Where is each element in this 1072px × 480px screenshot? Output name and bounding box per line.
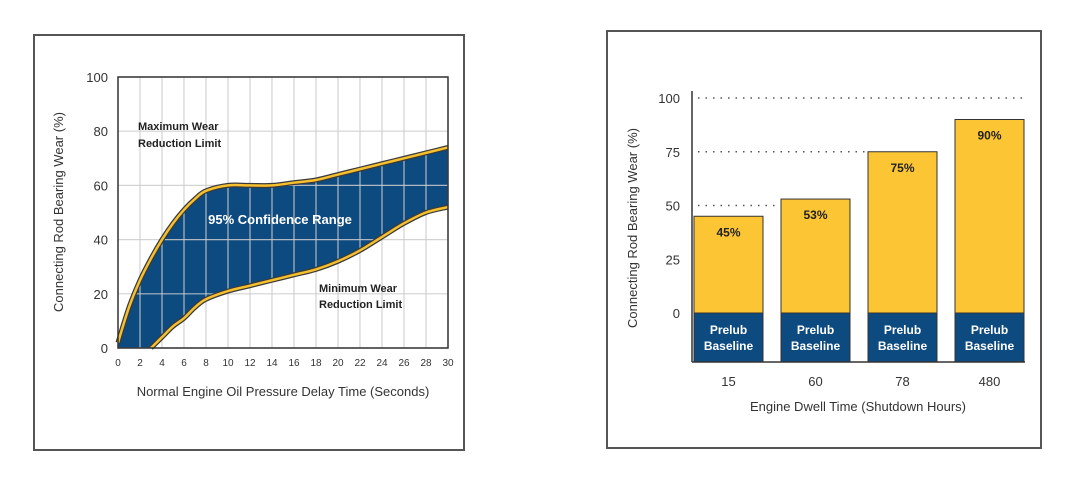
baseline-label-line2: Baseline [704, 339, 754, 353]
bar-group: 53% Prelub Baseline [780, 198, 851, 363]
bar-group: 45% Prelub Baseline [693, 215, 764, 363]
prelub-baseline-block [780, 312, 851, 363]
confidence-range-label: 95% Confidence Range [208, 212, 352, 227]
left-y-tick-label: 100 [86, 70, 108, 85]
left-y-tick-label: 0 [101, 341, 108, 356]
bar-value-label: 90% [977, 129, 1001, 143]
right-y-ticks: 0 25 50 75 100 [658, 91, 680, 321]
baseline-label-line2: Baseline [791, 339, 841, 353]
left-x-tick-label: 24 [376, 358, 388, 369]
reference-lines [698, 97, 1025, 207]
left-x-tick-label: 12 [244, 358, 256, 369]
left-x-tick-label: 22 [354, 358, 366, 369]
right-x-tick-label: 78 [895, 374, 909, 389]
bar [954, 119, 1025, 314]
left-x-tick-label: 28 [420, 358, 432, 369]
left-x-tick-label: 26 [398, 358, 410, 369]
prelub-baseline-block [867, 312, 938, 363]
right-y-tick-label: 25 [666, 252, 680, 267]
left-y-tick-label: 20 [94, 287, 108, 302]
baseline-label-line1: Prelub [884, 323, 921, 337]
bar-value-label: 45% [716, 225, 740, 239]
min-limit-line [150, 205, 449, 349]
confidence-band [118, 147, 448, 348]
left-x-tick-label: 8 [203, 358, 209, 369]
right-y-tick-label: 75 [666, 145, 680, 160]
right-y-tick-label: 100 [658, 91, 680, 106]
left-plot-border [117, 76, 449, 349]
left-x-tick-label: 20 [332, 358, 344, 369]
left-x-axis-label: Normal Engine Oil Pressure Delay Time (S… [137, 384, 430, 399]
bar-value-label: 75% [890, 161, 914, 175]
prelub-baseline-block [954, 312, 1025, 363]
left-x-tick-label: 10 [222, 358, 234, 369]
left-x-tick-label: 30 [442, 358, 454, 369]
right-x-ticks: 15 60 78 480 [721, 374, 1000, 389]
left-x-tick-label: 16 [288, 358, 300, 369]
left-y-tick-label: 60 [94, 178, 108, 193]
left-x-tick-label: 0 [115, 358, 121, 369]
baseline-label-line1: Prelub [971, 323, 1008, 337]
baseline-label-line2: Baseline [965, 339, 1015, 353]
baseline-label-line1: Prelub [710, 323, 747, 337]
left-x-ticks: 0 2 4 6 8 10 12 14 16 18 20 22 24 26 28 30 [115, 358, 454, 369]
right-y-tick-label: 0 [673, 306, 680, 321]
max-limit-line [116, 146, 449, 343]
right-y-axis-label: Connecting Rod Bearing Wear (%) [625, 128, 640, 328]
prelub-baseline-block [693, 312, 764, 363]
left-x-tick-label: 18 [310, 358, 322, 369]
dwell-time-bar-chart: 45% Prelub Baseline 53% Prelub Baseline 75% Pre… [625, 91, 1025, 414]
left-x-tick-label: 14 [266, 358, 278, 369]
left-y-axis-label: Connecting Rod Bearing Wear (%) [51, 112, 66, 312]
right-x-tick-label: 15 [721, 374, 735, 389]
bar [693, 215, 764, 314]
right-y-tick-label: 50 [666, 199, 680, 214]
right-x-tick-label: 60 [808, 374, 822, 389]
bar [867, 151, 938, 314]
baseline-label-line2: Baseline [878, 339, 928, 353]
left-x-tick-label: 4 [159, 358, 165, 369]
right-x-axis-label: Engine Dwell Time (Shutdown Hours) [750, 399, 966, 414]
baseline-label-line1: Prelub [797, 323, 834, 337]
left-x-tick-label: 6 [181, 358, 187, 369]
left-y-tick-label: 80 [94, 124, 108, 139]
confidence-range-chart: 0 2 4 6 8 10 12 14 16 18 20 22 24 26 28 30 020406080100… [51, 70, 454, 399]
min-limit-label-2: Reduction Limit [319, 299, 402, 311]
left-y-tick-label: 40 [94, 233, 108, 248]
left-y-ticks: 0 20 40 60 80 100 [86, 70, 108, 356]
bar-group: 75% Prelub Baseline [867, 151, 938, 363]
bars: 45% Prelub Baseline 53% Prelub Baseline 75% Pre… [693, 119, 1025, 363]
max-limit-label-1: Maximum Wear [138, 121, 219, 133]
bar [780, 198, 851, 314]
right-x-tick-label: 480 [979, 374, 1001, 389]
bar-value-label: 53% [803, 208, 827, 222]
left-x-tick-label: 2 [137, 358, 143, 369]
min-limit-label-1: Minimum Wear [319, 283, 398, 295]
bar-group: 90% Prelub Baseline [954, 119, 1025, 363]
max-limit-label-2: Reduction Limit [138, 138, 221, 150]
